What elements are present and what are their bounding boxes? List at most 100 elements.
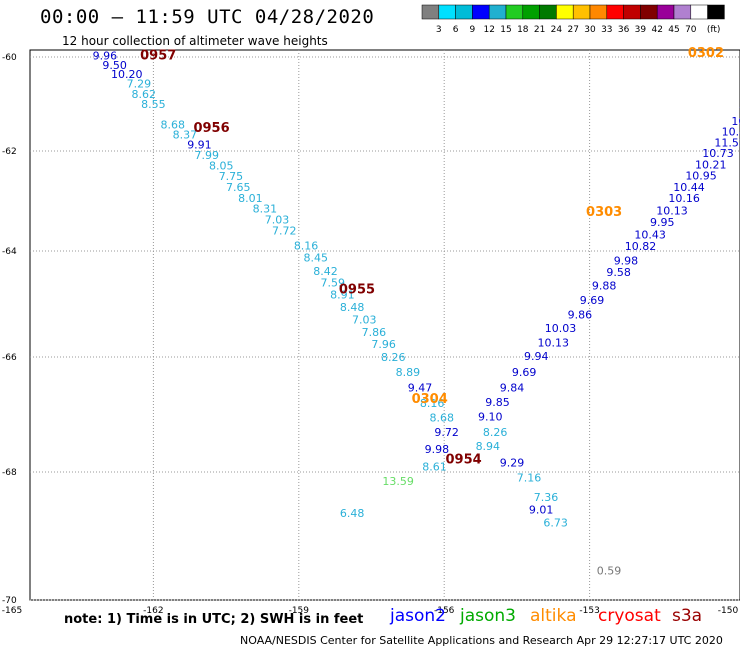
- wave-height-value: 6.48: [340, 507, 365, 520]
- wave-height-value: 10.95: [685, 170, 717, 183]
- satellite-altika: altika: [530, 606, 577, 626]
- pass-label: 0954: [445, 452, 481, 467]
- color-scale-label: 27: [567, 25, 578, 35]
- wave-height-value: 7.29: [127, 78, 152, 91]
- footnote: note: 1) Time is in UTC; 2) SWH is in fe…: [64, 612, 364, 627]
- wave-height-value: 9.69: [580, 294, 605, 307]
- lat-tick-label: -60: [2, 53, 17, 63]
- wave-height-value: 10.82: [625, 240, 657, 253]
- color-scale-label: 6: [453, 25, 459, 35]
- wave-height-value: 9.84: [500, 382, 525, 395]
- pass-label: 0956: [193, 121, 229, 136]
- satellite-jason2: jason2: [390, 606, 446, 626]
- color-scale-label: 70: [685, 25, 697, 35]
- wave-height-value: 8.61: [422, 460, 447, 473]
- map-subtitle: 12 hour collection of altimeter wave hei…: [62, 34, 328, 48]
- wave-height-value: 10.40: [722, 125, 740, 138]
- map-frame: [29, 49, 740, 601]
- wave-height-value: 8.42: [313, 265, 338, 278]
- lon-tick-label: -159: [289, 606, 310, 616]
- wave-height-value: 7.03: [352, 314, 377, 327]
- wave-height-value: 8.31: [253, 203, 278, 216]
- wave-height-value: 9.69: [512, 366, 537, 379]
- color-swatch: [556, 4, 574, 20]
- axis-tick-labels: -165 -162 -159 -156 -153 -150 -60 -62 -64 -66 -68 -…: [2, 53, 739, 616]
- wave-height-value: 8.48: [340, 301, 365, 314]
- lon-tick-label: -150: [718, 606, 739, 616]
- color-scale-label: 39: [635, 25, 647, 35]
- wave-height-value: 7.03: [265, 214, 290, 227]
- color-swatch: [522, 4, 540, 20]
- wave-height-value: 9.29: [500, 456, 525, 469]
- wave-height-value: 8.45: [304, 252, 329, 265]
- wave-height-value: 9.86: [568, 308, 593, 321]
- color-swatch: [707, 4, 725, 20]
- lat-tick-label: -70: [2, 596, 17, 606]
- wave-height-value: 10.13: [538, 336, 570, 349]
- wave-height-value: 8.37: [173, 128, 198, 141]
- wave-height-value: 7.96: [371, 338, 396, 351]
- color-scale-label: 42: [651, 25, 662, 35]
- wave-height-value: 6.73: [543, 516, 568, 529]
- wave-height-value: 9.98: [425, 443, 450, 456]
- wave-height-value: 10.92: [739, 104, 740, 117]
- wave-height-value: 9.88: [592, 280, 617, 293]
- wave-height-value: 10.13: [656, 205, 688, 218]
- color-swatch: [421, 4, 440, 20]
- color-scale-label: 24: [551, 25, 563, 35]
- wave-height-value: 7.16: [517, 472, 542, 485]
- wave-height-value: 7.59: [320, 277, 345, 290]
- satellite-cryosat: cryosat: [598, 606, 661, 626]
- credit-line: NOAA/NESDIS Center for Satellite Applica…: [240, 634, 723, 647]
- color-swatch: [455, 4, 473, 20]
- color-swatch: [623, 4, 641, 20]
- map-title: 00:00 – 11:59 UTC 04/28/2020: [40, 6, 375, 28]
- color-scale-label: 36: [618, 25, 630, 35]
- wave-height-value: 10.73: [702, 147, 734, 160]
- color-scale-label: 45: [668, 25, 679, 35]
- color-swatch: [673, 4, 692, 20]
- wave-height-value: 9.10: [478, 410, 503, 423]
- wave-height-value: 8.05: [209, 160, 234, 173]
- color-swatch: [589, 4, 608, 20]
- lon-tick-label: -162: [143, 606, 163, 616]
- wave-height-value: 11.52: [714, 136, 740, 149]
- color-swatch: [656, 4, 675, 20]
- wave-height-value: 13.59: [382, 475, 414, 488]
- wave-height-value: 8.55: [141, 98, 166, 111]
- color-scale-label: 15: [500, 25, 511, 35]
- color-swatch: [640, 4, 658, 20]
- color-swatch: [690, 4, 708, 20]
- color-scale-label: 18: [517, 25, 529, 35]
- color-swatch: [505, 4, 524, 20]
- graticule: [30, 50, 740, 601]
- wave-height-values: 9.969.5010.207.298.628.558.688.379.917.9…: [93, 49, 740, 577]
- color-scale-legend: 3 6 9 12 15 18 21 24 27 30 33 36 39 42 45 70 (ft): [421, 4, 725, 35]
- lat-tick-label: -64: [2, 247, 17, 257]
- wave-height-value: 8.16: [294, 240, 319, 253]
- wave-height-value: 7.36: [534, 491, 559, 504]
- wave-height-value: 8.16: [420, 397, 445, 410]
- wave-height-value: 10.16: [668, 192, 700, 205]
- wave-height-value: 10.43: [634, 229, 666, 242]
- wave-height-value: 8.26: [483, 426, 508, 439]
- lon-tick-label: -156: [434, 606, 455, 616]
- wave-height-value: 9.50: [102, 59, 127, 72]
- lon-tick-label: -153: [579, 606, 599, 616]
- wave-height-value: 10.21: [695, 159, 727, 172]
- color-scale-unit: (ft): [707, 25, 721, 35]
- satellite-jason3: jason3: [460, 606, 516, 626]
- color-swatch: [572, 4, 591, 20]
- wave-height-value: 9.58: [606, 266, 631, 279]
- lat-tick-label: -62: [2, 147, 17, 157]
- color-scale-label: 3: [436, 25, 442, 35]
- wave-height-value: 9.47: [408, 382, 433, 395]
- color-swatch: [472, 4, 490, 20]
- color-scale-label: 9: [470, 25, 476, 35]
- color-swatch: [606, 4, 624, 20]
- pass-label: 0304: [412, 392, 448, 407]
- wave-height-value: 0.59: [597, 564, 622, 577]
- wave-height-value: 8.94: [476, 440, 501, 453]
- wave-height-value: 7.99: [194, 149, 219, 162]
